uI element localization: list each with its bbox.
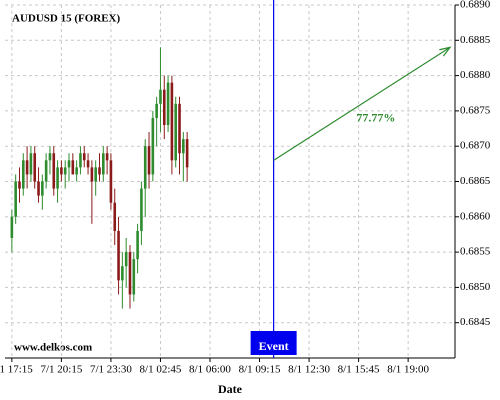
y-tick-label: 0.6850 bbox=[460, 281, 491, 293]
candle-body bbox=[52, 153, 56, 189]
y-tick-label: 0.6890 bbox=[460, 0, 491, 11]
candle-body bbox=[94, 167, 97, 182]
watermark: www.delkos.com bbox=[14, 342, 92, 354]
candle-body bbox=[147, 146, 151, 175]
candle-body bbox=[41, 181, 44, 196]
candle-body bbox=[128, 252, 132, 295]
candle-body bbox=[170, 82, 174, 161]
candle-body bbox=[136, 230, 139, 260]
candle-body bbox=[86, 160, 90, 168]
candle-body bbox=[44, 160, 48, 182]
event-label: Event bbox=[259, 339, 289, 353]
candle-body bbox=[90, 167, 94, 182]
candle-body bbox=[109, 160, 113, 203]
candle-body bbox=[124, 252, 128, 267]
y-tick-label: 0.6845 bbox=[460, 316, 491, 328]
y-tick-label: 0.6860 bbox=[460, 210, 491, 222]
candle-body bbox=[143, 146, 147, 189]
candle-body bbox=[117, 230, 120, 281]
x-tick-label: 8/1 06:00 bbox=[189, 364, 231, 376]
candle-body bbox=[185, 139, 189, 168]
forecast-arrow bbox=[273, 46, 451, 161]
candle-body bbox=[182, 139, 185, 154]
x-tick-label: 8/1 09:15 bbox=[239, 364, 281, 376]
candle-body bbox=[98, 167, 101, 175]
chart-title: AUDUSD 15 (FOREX) bbox=[12, 13, 121, 25]
candle-body bbox=[71, 160, 75, 175]
y-tick-label: 0.6865 bbox=[460, 175, 491, 187]
candle-body bbox=[159, 89, 162, 104]
candle-body bbox=[132, 259, 136, 295]
x-tick-label: 8/1 12:30 bbox=[288, 364, 330, 376]
candle-body bbox=[121, 266, 124, 281]
event-box bbox=[250, 331, 297, 355]
candle-body bbox=[113, 202, 117, 231]
candle-body bbox=[67, 160, 71, 168]
candle-body bbox=[75, 167, 78, 175]
candle-body bbox=[33, 153, 37, 182]
candle-body bbox=[37, 181, 40, 196]
candle-body bbox=[174, 103, 178, 161]
x-tick-label: 8/1 19:00 bbox=[387, 364, 429, 376]
x-axis-label: Date bbox=[218, 382, 243, 396]
x-tick-label: 7/1 17:15 bbox=[0, 364, 33, 376]
candle-body bbox=[151, 117, 155, 175]
candle-body bbox=[140, 188, 143, 231]
y-tick-label: 0.6870 bbox=[460, 140, 491, 152]
candle-body bbox=[21, 160, 25, 189]
candle-body bbox=[155, 103, 158, 118]
x-tick-label: 7/1 23:30 bbox=[90, 364, 132, 376]
candle-body bbox=[10, 216, 14, 238]
candle-body bbox=[48, 153, 52, 161]
y-tick-label: 0.6855 bbox=[460, 246, 491, 258]
candle-body bbox=[29, 153, 33, 175]
candle-body bbox=[105, 153, 109, 161]
x-tick-label: 7/1 20:15 bbox=[40, 364, 82, 376]
y-tick-label: 0.6880 bbox=[460, 69, 491, 81]
candle-body bbox=[178, 103, 181, 154]
candle-body bbox=[102, 153, 105, 175]
candle-body bbox=[63, 167, 67, 175]
candle-body bbox=[60, 167, 63, 175]
forecast-label: 77.77% bbox=[356, 111, 395, 125]
candle-body bbox=[56, 167, 59, 189]
candle-body bbox=[166, 82, 170, 126]
candle-body bbox=[18, 181, 21, 189]
arrow-head bbox=[439, 46, 452, 57]
candle-body bbox=[14, 181, 17, 217]
x-tick-label: 8/1 02:45 bbox=[140, 364, 182, 376]
candle-body bbox=[25, 160, 29, 175]
candle-body bbox=[162, 89, 166, 126]
y-tick-label: 0.6885 bbox=[460, 34, 491, 46]
y-tick-label: 0.6875 bbox=[460, 104, 491, 116]
candle-body bbox=[82, 153, 86, 161]
candle-body bbox=[79, 153, 82, 168]
x-tick-label: 8/1 15:45 bbox=[338, 364, 380, 376]
